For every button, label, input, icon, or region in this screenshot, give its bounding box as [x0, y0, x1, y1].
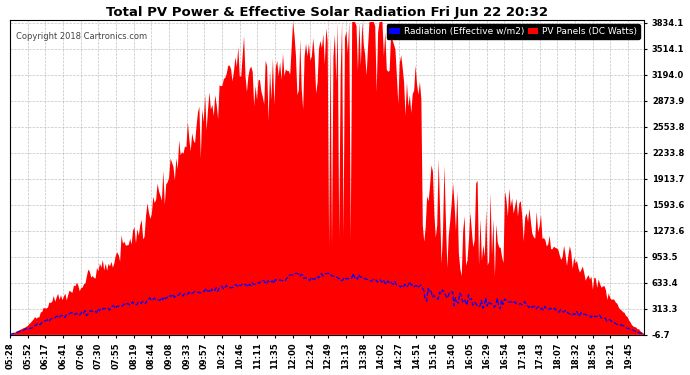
Legend: Radiation (Effective w/m2), PV Panels (DC Watts): Radiation (Effective w/m2), PV Panels (D…: [386, 24, 640, 39]
Text: Copyright 2018 Cartronics.com: Copyright 2018 Cartronics.com: [17, 32, 148, 41]
Title: Total PV Power & Effective Solar Radiation Fri Jun 22 20:32: Total PV Power & Effective Solar Radiati…: [106, 6, 548, 18]
